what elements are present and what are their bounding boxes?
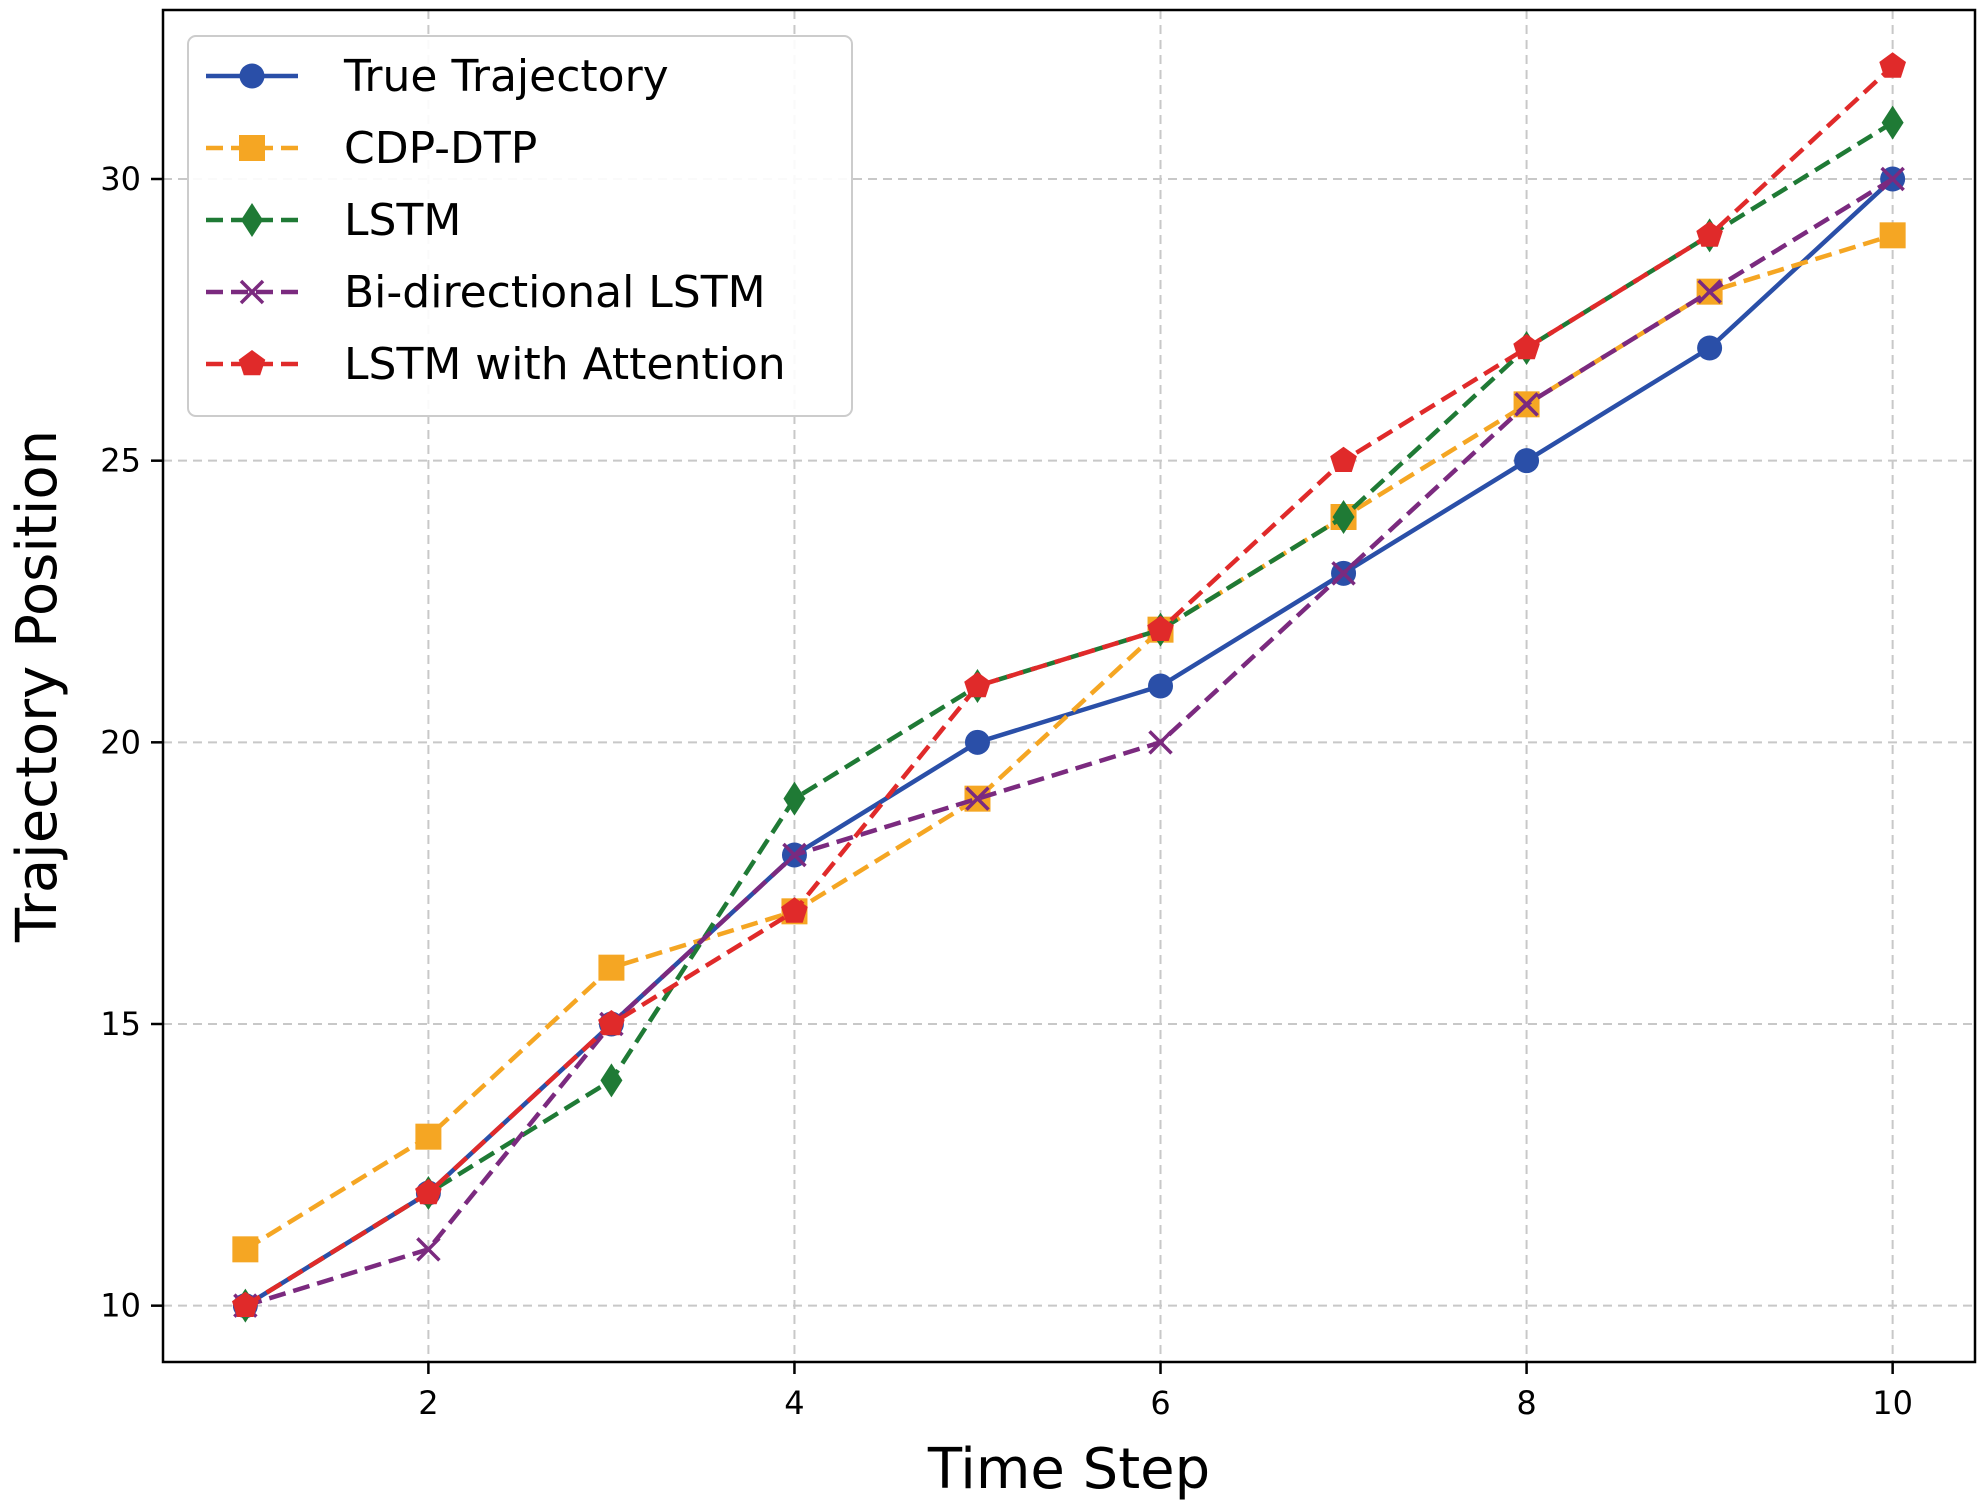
data-point	[232, 1291, 259, 1317]
data-point	[1148, 730, 1173, 755]
y-tick-label: 15	[100, 1005, 141, 1043]
data-point	[782, 842, 807, 868]
data-point	[1514, 448, 1540, 474]
data-point	[1332, 500, 1355, 534]
data-point	[1879, 52, 1906, 78]
legend-item: LSTM	[206, 195, 461, 246]
legend-label: LSTM with Attention	[344, 339, 786, 390]
data-point	[1147, 615, 1174, 641]
legend-box	[187, 35, 853, 417]
x-tick-label: 10	[1872, 1384, 1913, 1422]
data-point	[1696, 221, 1723, 247]
legend-label: CDP-DTP	[344, 123, 537, 174]
legend-item: True Trajectory	[206, 51, 669, 102]
data-point	[232, 1236, 259, 1263]
data-point	[415, 1123, 442, 1150]
data-point	[1513, 334, 1540, 360]
legend-marker	[239, 135, 265, 161]
series-line	[244, 177, 1894, 1308]
axis-ticks: 2 4 6 8 10 10 15 20 25 30	[100, 160, 1913, 1422]
data-point	[781, 897, 808, 923]
legend-item: Bi-directional LSTM	[206, 267, 766, 318]
legend-item: LSTM with Attention	[206, 339, 786, 390]
y-tick-label: 10	[100, 1287, 141, 1325]
series-layer	[232, 52, 1906, 1323]
series-line	[244, 233, 1894, 1252]
x-tick-label: 6	[1150, 1384, 1170, 1422]
legend-marker	[241, 203, 263, 237]
plot-frame	[161, 8, 1977, 1364]
legend-label: Bi-directional LSTM	[344, 267, 766, 318]
data-point	[1331, 561, 1356, 586]
data-point	[600, 1063, 623, 1098]
x-tick-label: 4	[784, 1384, 804, 1422]
data-point	[965, 786, 990, 811]
data-point	[1880, 166, 1905, 192]
data-point	[416, 1237, 441, 1262]
y-tick-label: 20	[100, 723, 141, 761]
data-point	[1697, 279, 1722, 304]
data-point	[1697, 335, 1723, 361]
legend-item: CDP-DTP	[206, 123, 537, 174]
series-lstm-with-attention	[232, 52, 1906, 1317]
legend-marker	[239, 279, 265, 305]
data-point	[598, 1010, 625, 1036]
data-point	[1514, 392, 1539, 417]
y-tick-label: 25	[100, 442, 141, 480]
legend-marker	[239, 63, 265, 89]
data-point	[1881, 105, 1904, 140]
y-tick-label: 30	[100, 160, 141, 198]
series-line	[244, 64, 1895, 1308]
data-point	[1879, 222, 1906, 249]
y-axis-title: Trajectory Position	[5, 430, 70, 943]
data-point	[1148, 673, 1174, 699]
data-point	[415, 1179, 442, 1205]
legend: True Trajectory CDP-DTP LSTM Bi-directional…	[187, 35, 853, 417]
data-point	[783, 781, 806, 816]
data-point	[598, 954, 625, 981]
data-point	[964, 672, 991, 698]
legend-label: True Trajectory	[343, 51, 669, 102]
legend-marker	[238, 350, 266, 376]
data-point	[964, 729, 990, 755]
legend-label: LSTM	[344, 195, 461, 246]
x-axis-title: Time Step	[927, 1437, 1210, 1502]
data-point	[1330, 446, 1357, 472]
x-tick-label: 8	[1516, 1384, 1536, 1422]
x-tick-label: 2	[418, 1384, 438, 1422]
